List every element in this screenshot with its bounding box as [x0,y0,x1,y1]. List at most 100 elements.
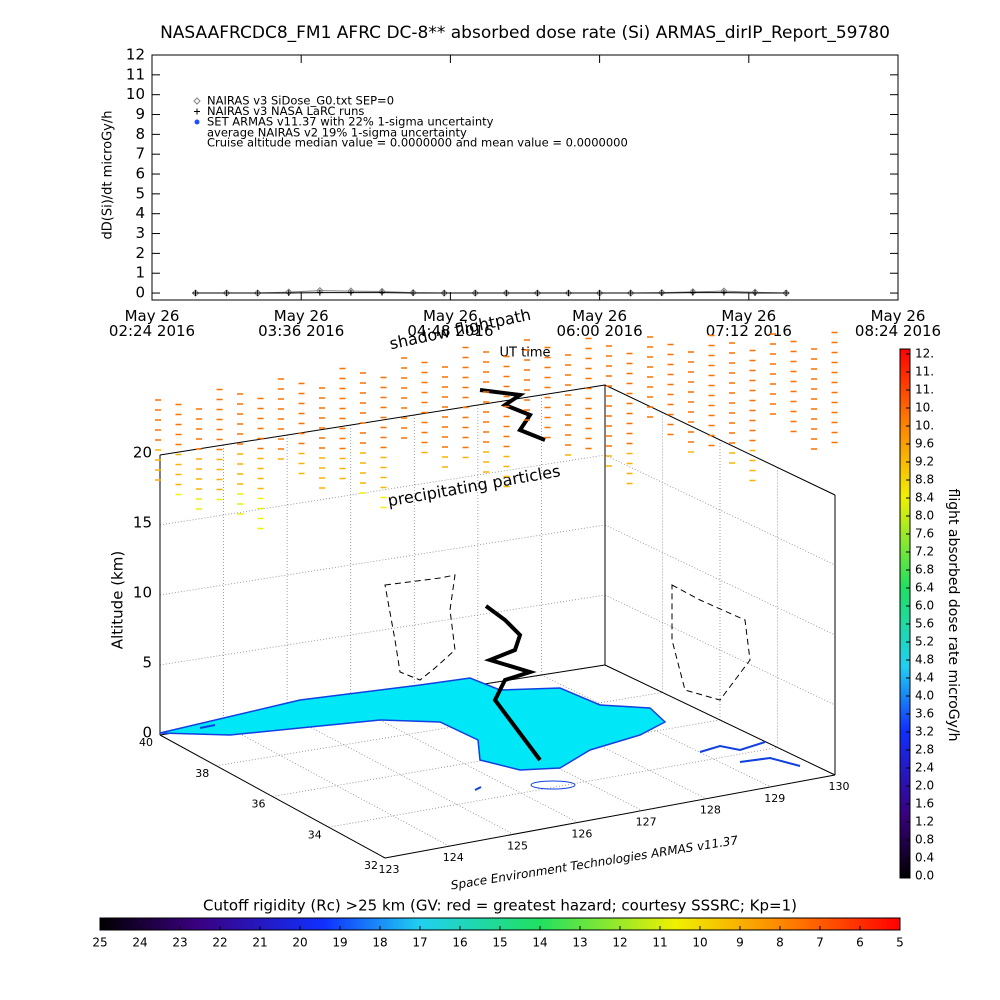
colorbar-tick-label: 10. [915,419,934,433]
marker [379,289,386,296]
colorbar-tick-label: 21 [252,936,267,950]
colorbar-tick-label: 12 [612,936,627,950]
grid-line [286,714,514,835]
colorbar-label: flight absorbed dose rate microGy/h [945,489,961,742]
colorbar-tick-label: 5.6 [915,617,934,631]
marker [193,97,201,105]
lon-tick-label: 124 [443,851,464,864]
annotation: precipitating particles [386,461,562,510]
lat-tick-label: 38 [195,767,209,780]
x-tick-label: May 26 04:48 2016 [407,307,493,340]
grid-line [159,454,606,526]
colorbar-tick-label: 8.8 [915,473,934,487]
colorbar-tick-label: 4.0 [915,689,934,703]
lon-tick-label: 129 [764,792,785,805]
lon-tick-label: 128 [700,804,721,817]
colorbar-tick-label: 12. [915,347,934,361]
credit: Space Environment Technologies ARMAS v11… [450,833,740,892]
colorbar-tick-label: 23 [172,936,187,950]
contour [384,574,456,681]
colorbar-tick-label: 18 [372,936,387,950]
colorbar-tick-label: 6 [856,936,864,950]
marker [472,290,479,297]
grid-line [223,724,450,847]
y-tick-label: 11 [126,65,145,83]
colorbar-tick-label: 2.0 [915,779,934,793]
x-tick-label: May 26 08:24 2016 [855,307,941,340]
legend-label: SET ARMAS v11.37 with 22% 1-sigma uncert… [207,115,494,129]
lon-tick-label: 123 [379,863,400,876]
y-tick-label: 12 [126,46,145,64]
y-tick-label: 4 [135,204,145,222]
marker [502,289,511,297]
z-tick-label: 20 [133,444,152,462]
z-tick-label: 0 [142,724,152,742]
box-edge [384,774,836,859]
y-tick-label: 3 [135,224,145,242]
marker [223,290,230,297]
colorbar-tick-label: 7 [816,936,824,950]
marker [194,108,200,115]
marker [720,289,727,296]
grid-line [159,594,606,666]
x-tick-label: May 26 06:00 2016 [557,307,643,340]
marker [689,289,696,296]
legend-note: Cruise altitude median value = 0.0000000… [207,136,628,150]
flight-path [479,388,546,762]
y-tick-label: 9 [135,105,145,123]
chart-title: NASAAFRCDC8_FM1 AFRC DC-8** absorbed dos… [160,23,890,43]
colorbar-tick-label: 6.0 [915,599,934,613]
colorbar-tick-label: 0.4 [915,851,934,865]
z-axis-label: Altitude (km) [109,551,127,649]
grid-line [604,524,836,636]
colorbar-tick-label: 22 [212,936,227,950]
colorbar-tick-label: 3.2 [915,725,934,739]
marker [222,289,231,297]
marker [565,290,572,297]
colorbar-tick-label: 11. [915,365,934,379]
grid-line [604,454,836,566]
lat-tick-label: 40 [139,736,153,749]
lat-tick-label: 34 [308,828,322,841]
marker [658,290,665,297]
colorbar-tick-label: 1.2 [915,815,934,829]
marker [471,289,479,297]
contour [671,584,751,701]
islands [199,724,801,791]
marker [441,290,448,297]
marker [347,289,354,296]
grid-line [604,594,836,706]
marker [626,289,635,297]
colorbar-tick-label: 17 [412,936,427,950]
marker [503,290,510,297]
colorbar-tick-label: 10 [692,936,707,950]
marker [285,290,292,297]
grid-line [541,674,771,788]
x-tick-label: May 26 03:36 2016 [258,307,344,340]
marker [191,289,200,297]
colorbar [899,348,911,879]
colorbar-tick-label: 2.8 [915,743,934,757]
lon-tick-label: 125 [507,839,528,852]
colorbar-tick-label: 11 [652,936,667,950]
y-tick-label: 1 [135,264,145,282]
colorbar-tick-label: 2.4 [915,761,934,775]
legend-note: average NAIRAS v2 19% 1-sigma uncertaint… [207,126,467,140]
colorbar-tick-label: 10. [915,401,934,415]
marker [440,289,448,297]
lat-tick-label: 36 [252,798,266,811]
island [530,780,576,790]
colorbar-tick-label: 14 [532,936,547,950]
colorbar-tick-label: 19 [332,936,347,950]
colorbar-tick-label: 4.4 [915,671,934,685]
y-axis-label: dD(Si)/dt microGy/h [101,111,116,240]
box-edge [604,664,836,776]
x-axis-label: UT time [500,346,551,361]
lon-tick-label: 127 [636,816,657,829]
y-tick-label: 2 [135,244,145,262]
marker [254,290,261,297]
colorbar-tick-label: 8 [776,936,784,950]
plot-frame [151,54,899,301]
marker [596,290,603,297]
